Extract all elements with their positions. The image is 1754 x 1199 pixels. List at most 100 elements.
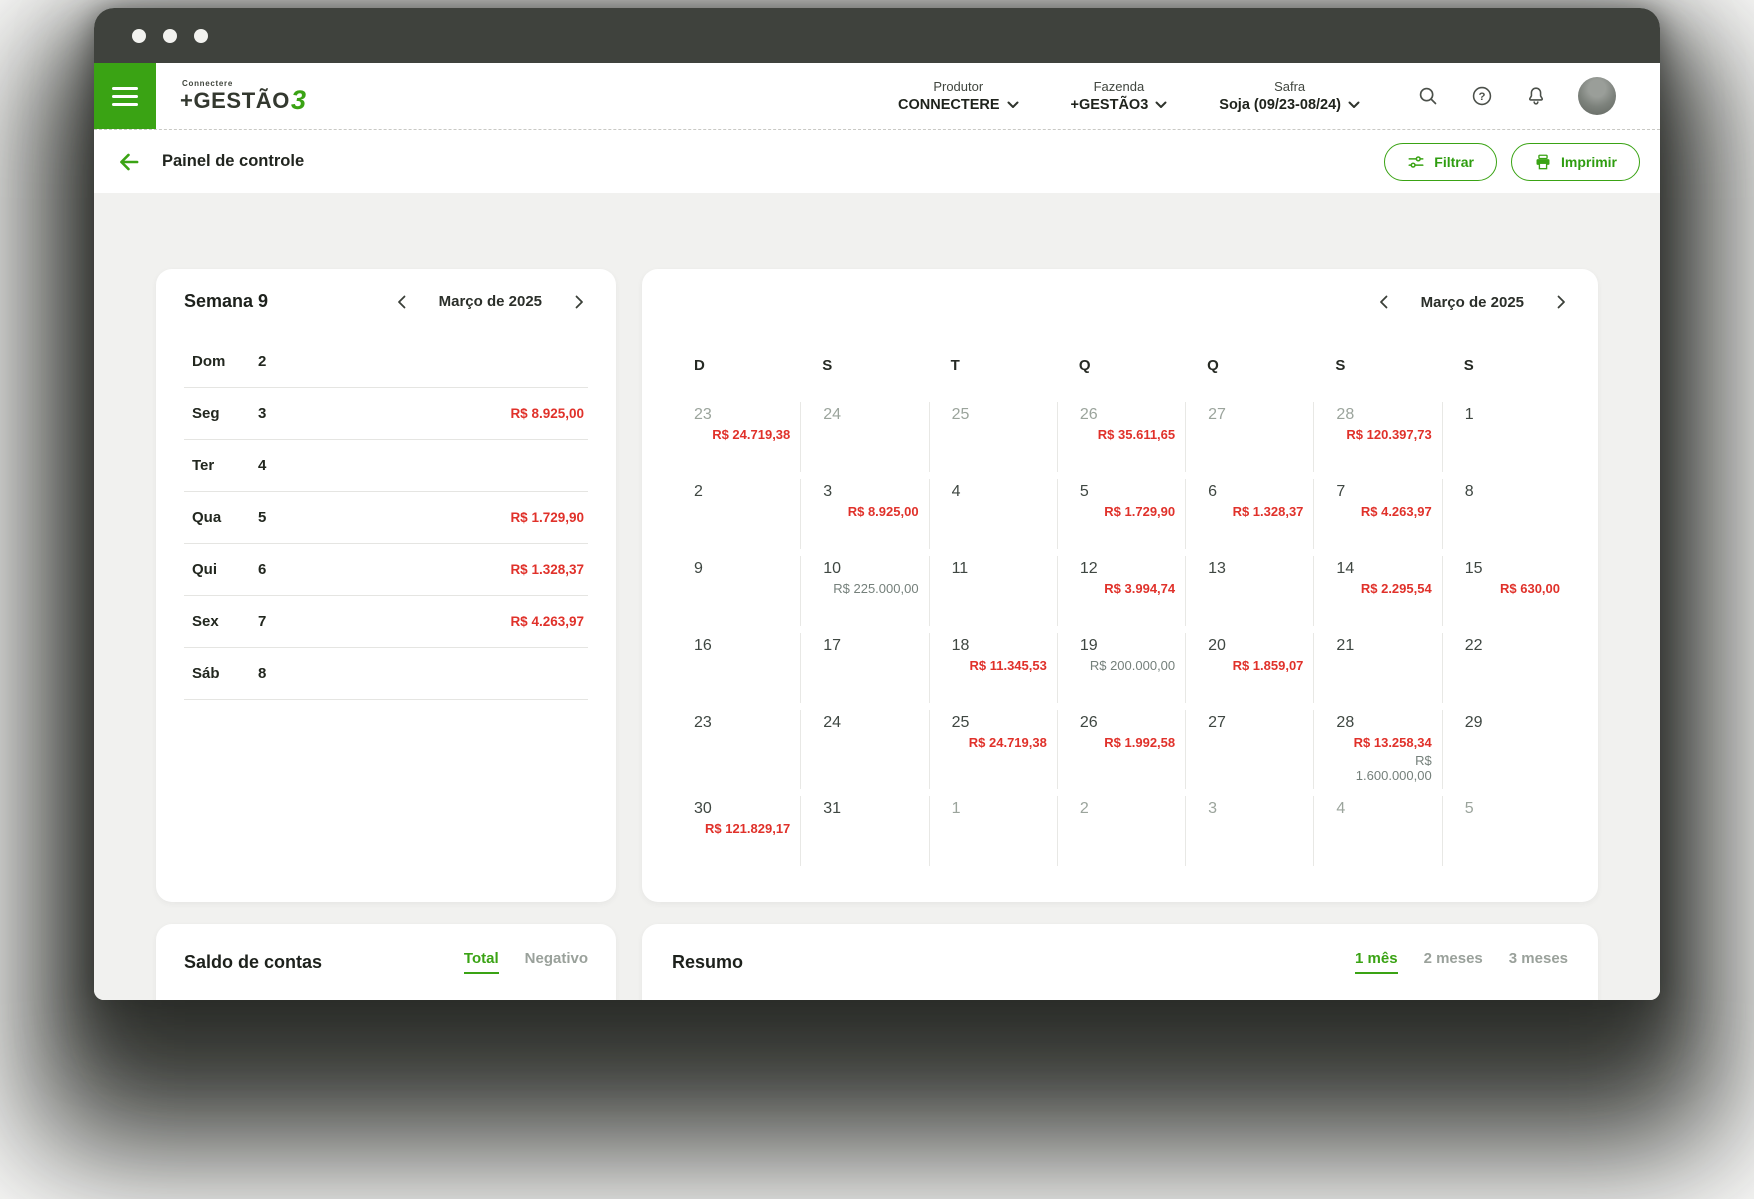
- window-control-dot[interactable]: [163, 28, 177, 43]
- calendar-day-number: 16: [694, 637, 712, 654]
- calendar-day-cell[interactable]: 5: [1441, 796, 1570, 866]
- prev-month-icon[interactable]: [1375, 293, 1393, 311]
- calendar-day-number: 11: [951, 560, 969, 577]
- header-selector-safra[interactable]: Safra Soja (09/23-08/24): [1219, 79, 1360, 113]
- next-month-icon[interactable]: [570, 293, 588, 311]
- calendar-day-cell[interactable]: 28 R$ 13.258,34 R$ 1.600.000,00: [1313, 710, 1441, 789]
- tab-total[interactable]: Total: [463, 950, 499, 974]
- calendar-day-cell[interactable]: 4: [928, 479, 1057, 549]
- week-day-number: 7: [258, 613, 267, 630]
- calendar-day-cell[interactable]: 23 R$ 24.719,38: [672, 402, 800, 472]
- calendar-month-label: Março de 2025: [1420, 293, 1524, 311]
- week-month-nav: Março de 2025: [393, 293, 588, 311]
- print-button[interactable]: Imprimir: [1510, 142, 1640, 181]
- calendar-day-number: 29: [1464, 714, 1483, 731]
- calendar-day-cell[interactable]: 20 R$ 1.859,07: [1185, 633, 1313, 703]
- calendar-day-cell[interactable]: 29: [1441, 710, 1570, 789]
- search-icon[interactable]: [1416, 84, 1440, 108]
- calendar-day-cell[interactable]: 27: [1185, 402, 1313, 472]
- calendar-day-cell[interactable]: 6 R$ 1.328,37: [1185, 479, 1313, 549]
- week-row[interactable]: Qui 6 R$ 1.328,37: [184, 544, 588, 596]
- header-selector-produtor[interactable]: Produtor CONNECTERE: [898, 79, 1019, 113]
- calendar-day-cell[interactable]: 13: [1185, 556, 1313, 626]
- week-day-number: 5: [258, 509, 267, 526]
- next-month-icon[interactable]: [1552, 293, 1570, 311]
- week-row[interactable]: Seg 3 R$ 8.925,00: [184, 388, 588, 440]
- calendar-day-cell[interactable]: 12 R$ 3.994,74: [1056, 556, 1185, 626]
- calendar-day-value: R$ 24.719,38: [968, 735, 1047, 750]
- calendar-day-value: R$ 35.611,65: [1097, 427, 1176, 442]
- calendar-day-cell[interactable]: 26 R$ 1.992,58: [1056, 710, 1185, 789]
- calendar-day-number: 28: [1336, 406, 1355, 423]
- calendar-day-cell[interactable]: 16: [672, 633, 800, 703]
- calendar-day-number: 5: [1079, 483, 1089, 500]
- calendar-day-cell[interactable]: 15 R$ 630,00: [1441, 556, 1570, 626]
- calendar-day-cell[interactable]: 24: [800, 402, 928, 472]
- header-selector-fazenda[interactable]: Fazenda +GESTÃO3: [1071, 79, 1168, 113]
- tab-negativo[interactable]: Negativo: [524, 950, 588, 967]
- calendar-day-cell[interactable]: 2: [1056, 796, 1185, 866]
- calendar-day-cell[interactable]: 2: [672, 479, 800, 549]
- dashboard-main: Semana 9 Março de 2025 Dom 2 Seg 3 R$ 8.925,…: [94, 193, 1660, 1000]
- hamburger-menu-button[interactable]: [94, 63, 156, 129]
- calendar-day-cell[interactable]: 1: [928, 796, 1057, 866]
- calendar-day-cell[interactable]: 18 R$ 11.345,53: [928, 633, 1057, 703]
- week-row[interactable]: Dom 2: [184, 336, 588, 388]
- filter-button[interactable]: Filtrar: [1384, 142, 1497, 181]
- prev-month-icon[interactable]: [393, 293, 411, 311]
- calendar-day-cell[interactable]: 28 R$ 120.397,73: [1313, 402, 1441, 472]
- calendar-day-cell[interactable]: 21: [1313, 633, 1441, 703]
- calendar-day-cell[interactable]: 31: [800, 796, 928, 866]
- selector-value: +GESTÃO3: [1071, 97, 1168, 113]
- calendar-day-cell[interactable]: 4: [1313, 796, 1441, 866]
- selector-label: Fazenda: [1093, 79, 1145, 94]
- calendar-day-cell[interactable]: 8: [1441, 479, 1570, 549]
- tab-2-meses[interactable]: 2 meses: [1423, 950, 1483, 967]
- calendar-day-number: 9: [694, 560, 703, 577]
- calendar-day-value: R$ 120.397,73: [1346, 427, 1432, 442]
- notifications-bell-icon[interactable]: [1524, 84, 1548, 108]
- calendar-day-cell[interactable]: 30 R$ 121.829,17: [672, 796, 800, 866]
- calendar-day-cell[interactable]: 23: [672, 710, 800, 789]
- calendar-day-number: 5: [1464, 800, 1474, 817]
- calendar-day-cell[interactable]: 26 R$ 35.611,65: [1056, 402, 1185, 472]
- window-control-dot[interactable]: [194, 28, 208, 43]
- calendar-day-cell[interactable]: 1: [1441, 402, 1570, 472]
- calendar-day-cell[interactable]: 27: [1185, 710, 1313, 789]
- calendar-day-value: R$ 200.000,00: [1089, 658, 1176, 673]
- window-control-dot[interactable]: [132, 28, 146, 43]
- calendar-day-cell[interactable]: 11: [928, 556, 1057, 626]
- filter-sliders-icon: [1408, 155, 1424, 168]
- calendar-day-cell[interactable]: 25: [928, 402, 1057, 472]
- week-row[interactable]: Sáb 8: [184, 648, 588, 700]
- week-row[interactable]: Sex 7 R$ 4.263,97: [184, 596, 588, 648]
- calendar-day-cell[interactable]: 25 R$ 24.719,38: [928, 710, 1057, 789]
- week-month-label: Março de 2025: [438, 293, 542, 310]
- back-arrow-icon[interactable]: [116, 149, 142, 175]
- calendar-day-cell[interactable]: 17: [800, 633, 928, 703]
- calendar-day-value: R$ 1.729,90: [1104, 504, 1176, 519]
- week-row[interactable]: Qua 5 R$ 1.729,90: [184, 492, 588, 544]
- calendar-day-cell[interactable]: 19 R$ 200.000,00: [1056, 633, 1185, 703]
- calendar-day-cell[interactable]: 22: [1441, 633, 1570, 703]
- calendar-day-cell[interactable]: 10 R$ 225.000,00: [800, 556, 928, 626]
- weekday-header: S: [1335, 357, 1346, 374]
- week-row[interactable]: Ter 4: [184, 440, 588, 492]
- tab-3-meses[interactable]: 3 meses: [1508, 950, 1568, 967]
- calendar-day-value: R$ 8.925,00: [847, 504, 919, 519]
- help-icon[interactable]: ?: [1470, 84, 1494, 108]
- calendar-day-cell[interactable]: 14 R$ 2.295,54: [1313, 556, 1441, 626]
- calendar-grid: 23 R$ 24.719,38 24 25 26 R$ 35.611,65 27 28 R$ 1…: [672, 402, 1570, 866]
- week-day-label: Ter: [192, 457, 215, 474]
- tab-1-mês[interactable]: 1 mês: [1355, 950, 1398, 974]
- calendar-month-nav: Março de 2025: [672, 289, 1570, 311]
- calendar-day-cell[interactable]: 5 R$ 1.729,90: [1056, 479, 1185, 549]
- calendar-day-cell[interactable]: 7 R$ 4.263,97: [1313, 479, 1441, 549]
- calendar-day-cell[interactable]: 3 R$ 8.925,00: [800, 479, 928, 549]
- calendar-day-cell[interactable]: 3: [1185, 796, 1313, 866]
- calendar-day-cell[interactable]: 24: [800, 710, 928, 789]
- calendar-day-cell[interactable]: 9: [672, 556, 800, 626]
- avatar[interactable]: [1578, 77, 1616, 115]
- calendar-day-number: 15: [1464, 560, 1483, 577]
- app-window: Connectere +GESTÃO 3 Produtor CONNECTERE Fa…: [94, 8, 1660, 1000]
